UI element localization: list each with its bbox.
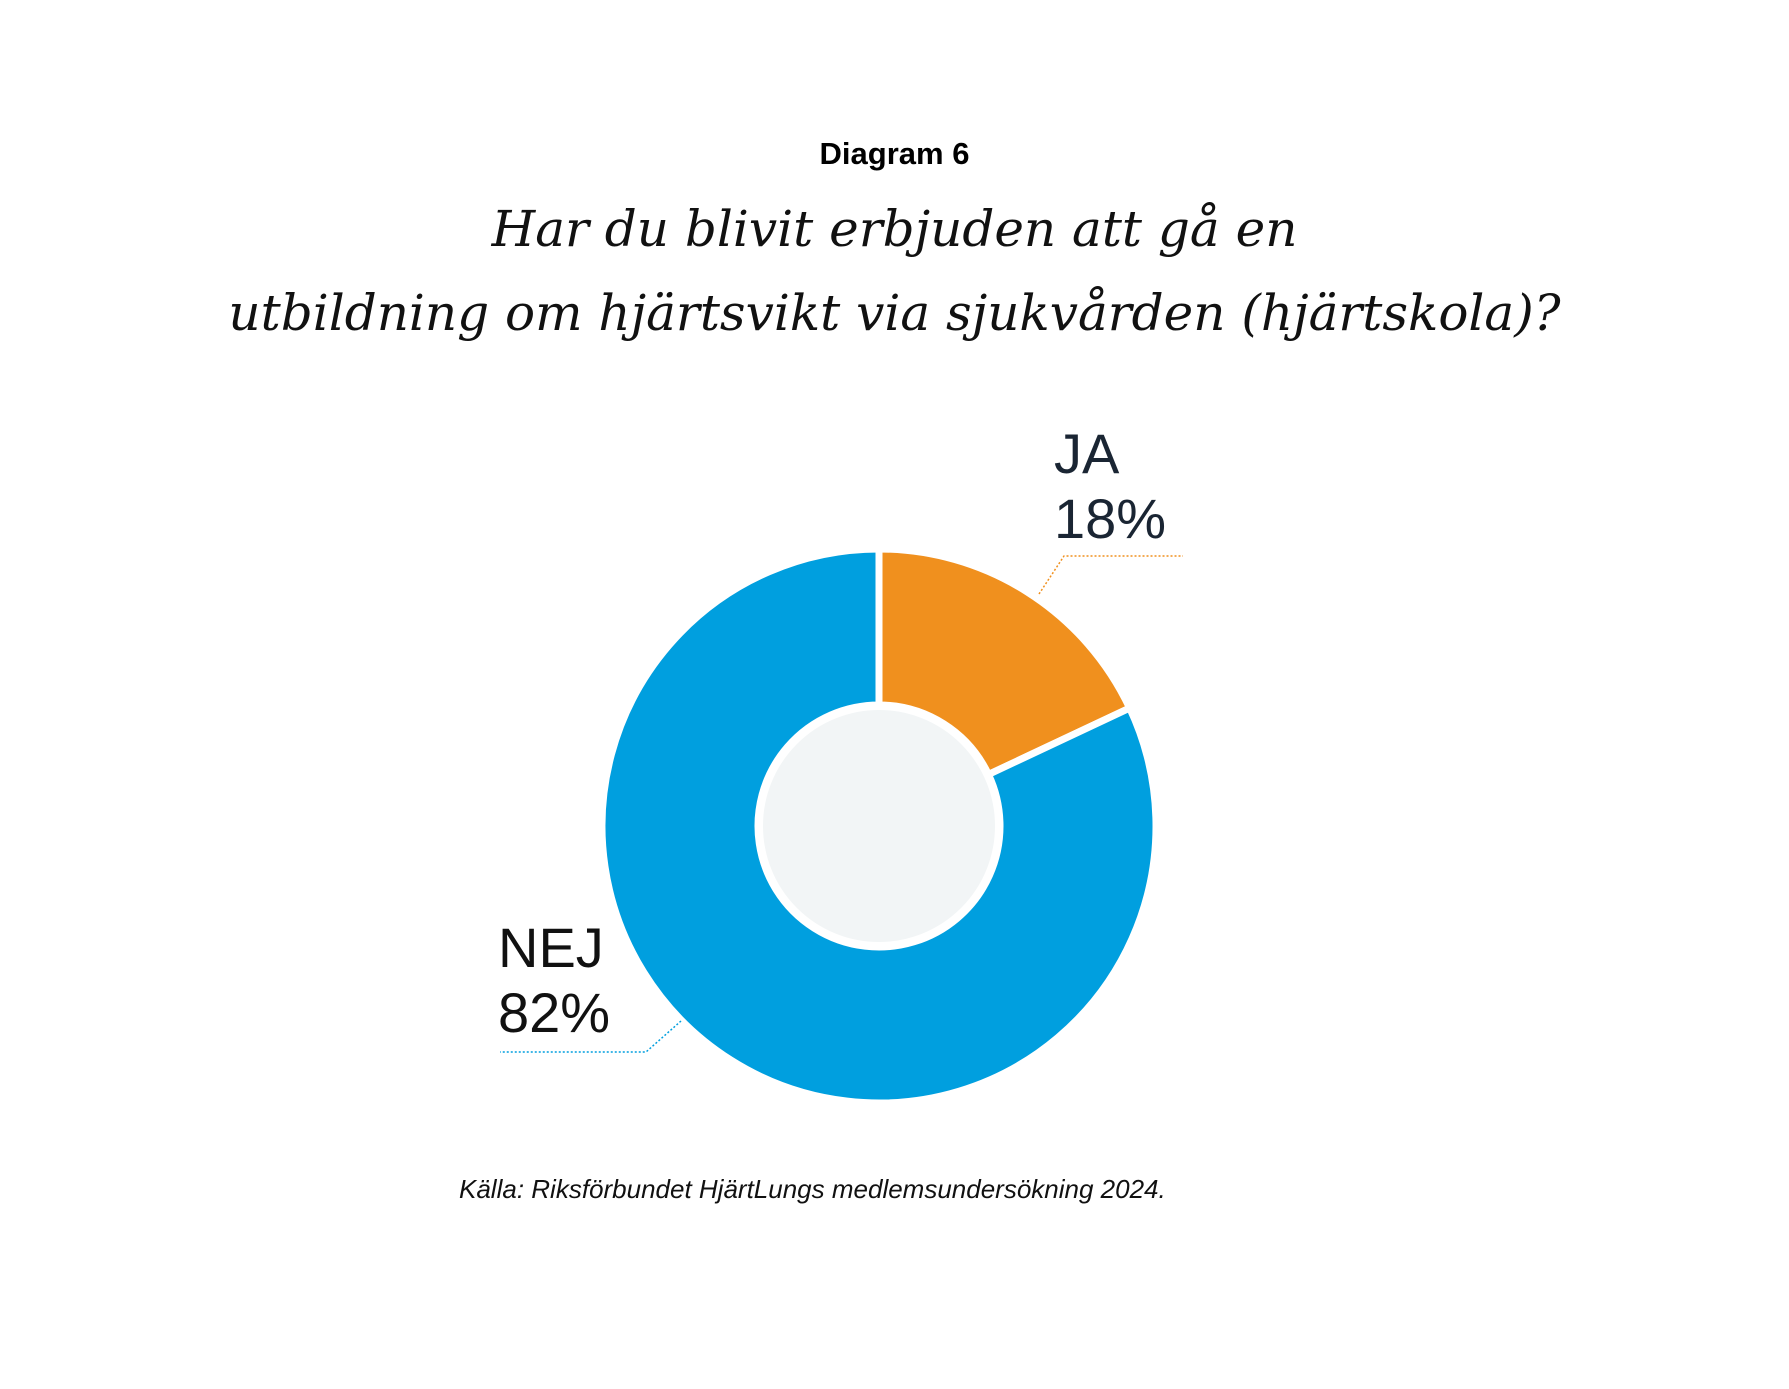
source-note: Källa: Riksförbundet HjärtLungs medlemsu… xyxy=(459,1174,1166,1204)
nej-leader-line xyxy=(500,1020,682,1053)
slice-nej xyxy=(598,545,1160,1107)
nej-label: NEJ xyxy=(498,916,604,979)
ja-leader-line xyxy=(1038,555,1183,595)
nej-value-label: 82% xyxy=(498,981,610,1044)
ja-value-label: 18% xyxy=(1054,487,1166,550)
chart-title-line-1: Har du blivit erbjuden att gå en xyxy=(491,200,1298,258)
ja-label: JA xyxy=(1054,422,1120,485)
donut-hole xyxy=(759,706,999,946)
diagram-label: Diagram 6 xyxy=(819,136,970,171)
slice-ja xyxy=(875,545,1135,780)
chart-title-line-2: utbildning om hjärtsvikt via sjukvården … xyxy=(228,284,1561,342)
